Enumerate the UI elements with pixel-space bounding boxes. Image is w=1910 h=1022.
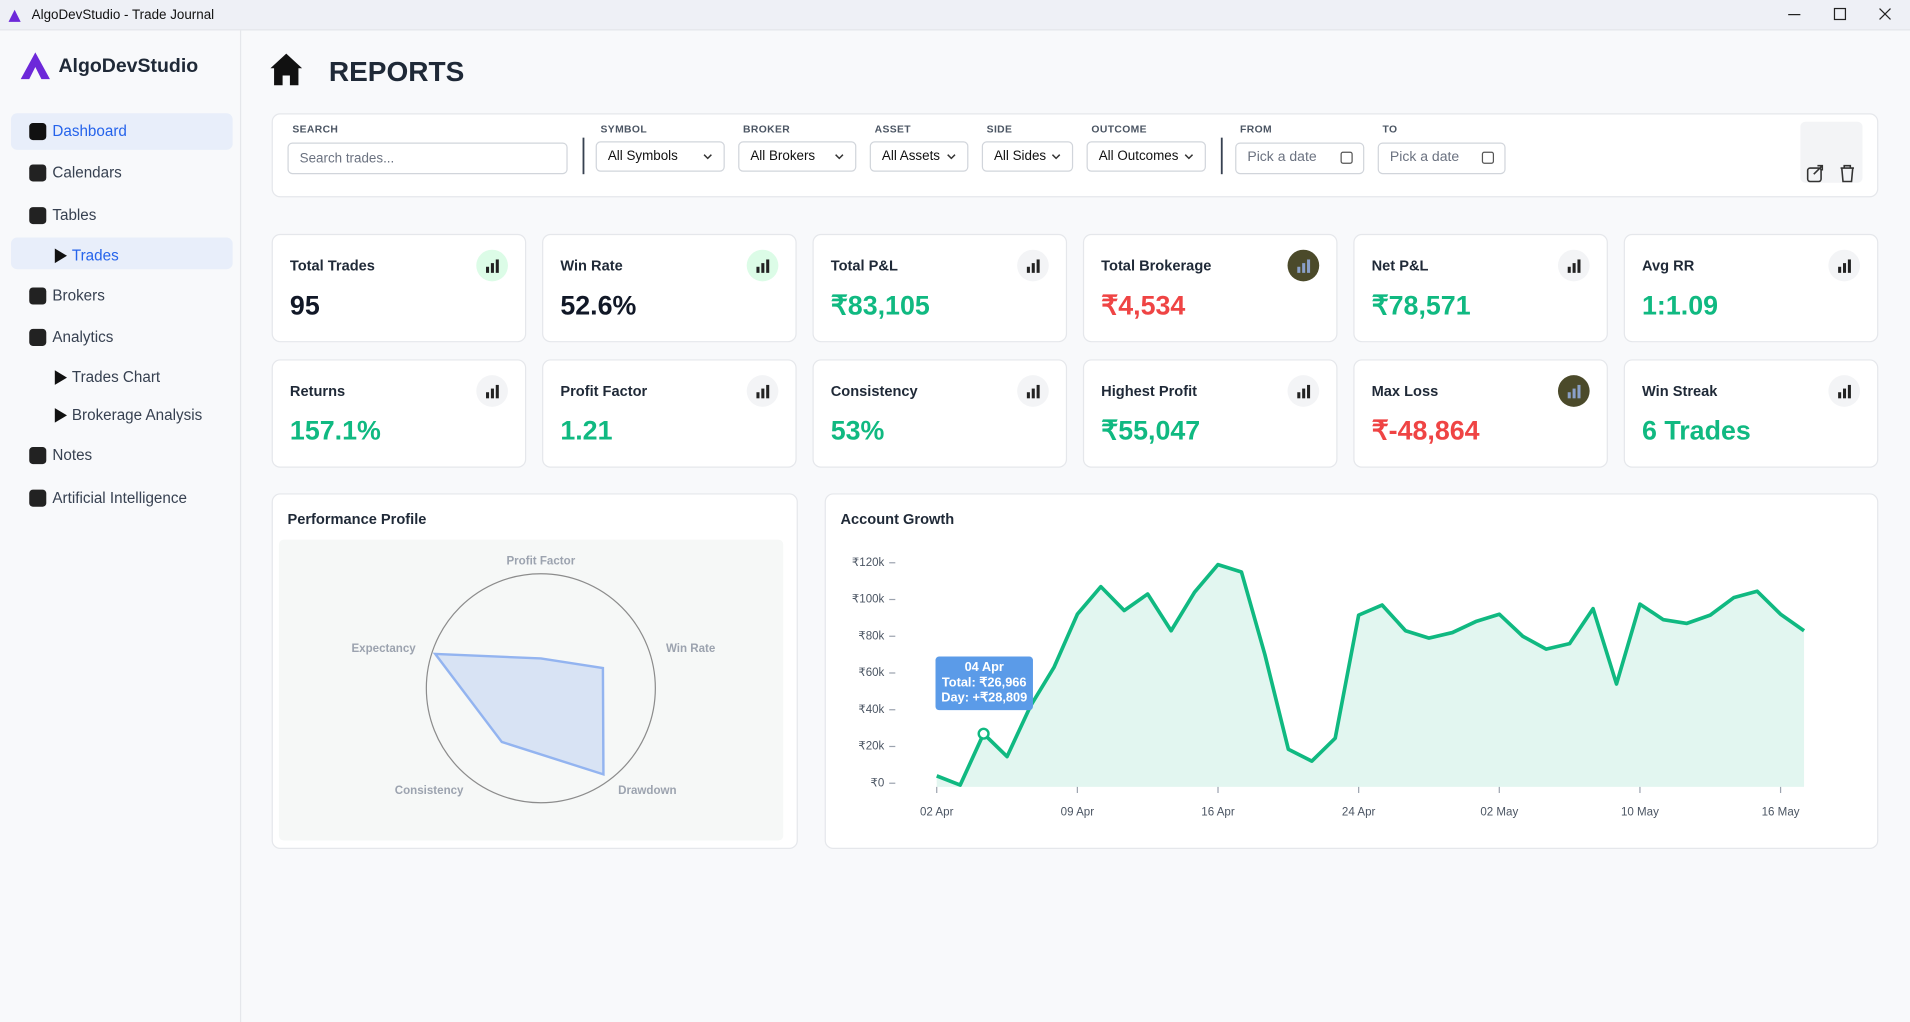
stat-value: 53% [830,415,885,446]
filter-actions [1800,121,1863,183]
nav-highlight [10,113,233,150]
page-title: REPORTS [328,55,465,88]
nav-item[interactable]: Trades [71,246,119,265]
stat-value: ₹4,534 [1101,289,1186,321]
nav-item[interactable]: Artificial Intelligence [52,489,187,507]
filter-label: ASSET [874,122,911,135]
select-box[interactable] [595,141,725,172]
stat-card [271,233,527,343]
select-value: All Symbols [607,149,678,164]
search-input[interactable] [287,142,568,175]
stat-card [1623,359,1879,468]
stat-title: Max Loss [1371,382,1439,400]
nav-item[interactable]: Notes [52,446,93,464]
nav-item[interactable]: Trades Chart [71,368,161,386]
window-title: AlgoDevStudio - Trade Journal [31,7,215,23]
title-bar [0,0,1910,31]
stat-title: Profit Factor [560,382,648,400]
filter-label: OUTCOME [1091,122,1147,135]
stat-value: ₹83,105 [830,289,930,321]
stat-value: 157.1% [289,415,381,446]
stat-card [812,233,1068,343]
nav-item[interactable]: Brokerage Analysis [71,406,203,424]
stat-card [542,233,797,343]
nav-item[interactable]: Analytics [52,328,114,346]
stat-value: ₹78,571 [1371,289,1471,321]
nav-item[interactable]: Brokers [52,287,105,305]
search-placeholder: Search trades... [299,151,395,167]
stat-value: ₹-48,864 [1371,415,1480,446]
stat-value: 52.6% [560,289,637,321]
filter-label: SEARCH [292,122,339,135]
stat-title: Total P&L [830,257,898,275]
select-value: All Outcomes [1098,149,1179,164]
stat-card [1353,233,1608,343]
nav-item[interactable]: Dashboard [52,122,127,140]
blurred-table [278,539,784,841]
filter-label: SYMBOL [600,122,648,135]
stat-title: Win Streak [1642,382,1718,400]
stat-card [542,359,797,468]
stat-title: Net P&L [1371,257,1429,275]
stat-card [1082,233,1338,343]
stat-title: Returns [289,382,346,400]
account-growth-panel [824,493,1879,850]
chart-title: Account Growth [840,510,955,528]
date-placeholder: Pick a date [1389,150,1460,165]
nav-item[interactable]: Calendars [52,164,122,182]
stat-title: Highest Profit [1101,382,1198,400]
stat-value: 6 Trades [1642,415,1751,446]
stat-card [1353,359,1608,468]
stat-card [1623,233,1879,343]
stat-title: Total Trades [289,257,375,275]
select-value: All Brokers [750,149,816,164]
stat-value: 95 [289,289,320,321]
nav-item[interactable]: Tables [52,206,97,224]
brand-name: AlgoDevStudio [58,56,199,77]
home-icon [270,53,303,86]
stat-card [812,359,1068,468]
filter-label: TO [1382,122,1398,135]
nav-highlight [10,237,233,270]
stat-title: Consistency [830,382,918,400]
stat-title: Win Rate [560,257,623,275]
select-value: All Sides [993,149,1047,164]
stat-card [271,359,527,468]
chart-title: Performance Profile [287,510,427,528]
stat-value: 1.21 [560,415,613,446]
filter-label: BROKER [743,122,791,135]
sidebar [0,30,242,1022]
select-value: All Assets [881,149,941,164]
stat-card [1082,359,1338,468]
stat-title: Total Brokerage [1101,257,1212,275]
stat-title: Avg RR [1642,257,1695,275]
stat-value: 1:1.09 [1642,289,1719,321]
filter-label: FROM [1240,122,1272,135]
date-placeholder: Pick a date [1247,150,1317,165]
stat-value: ₹55,047 [1101,415,1201,446]
filter-label: SIDE [986,122,1013,135]
